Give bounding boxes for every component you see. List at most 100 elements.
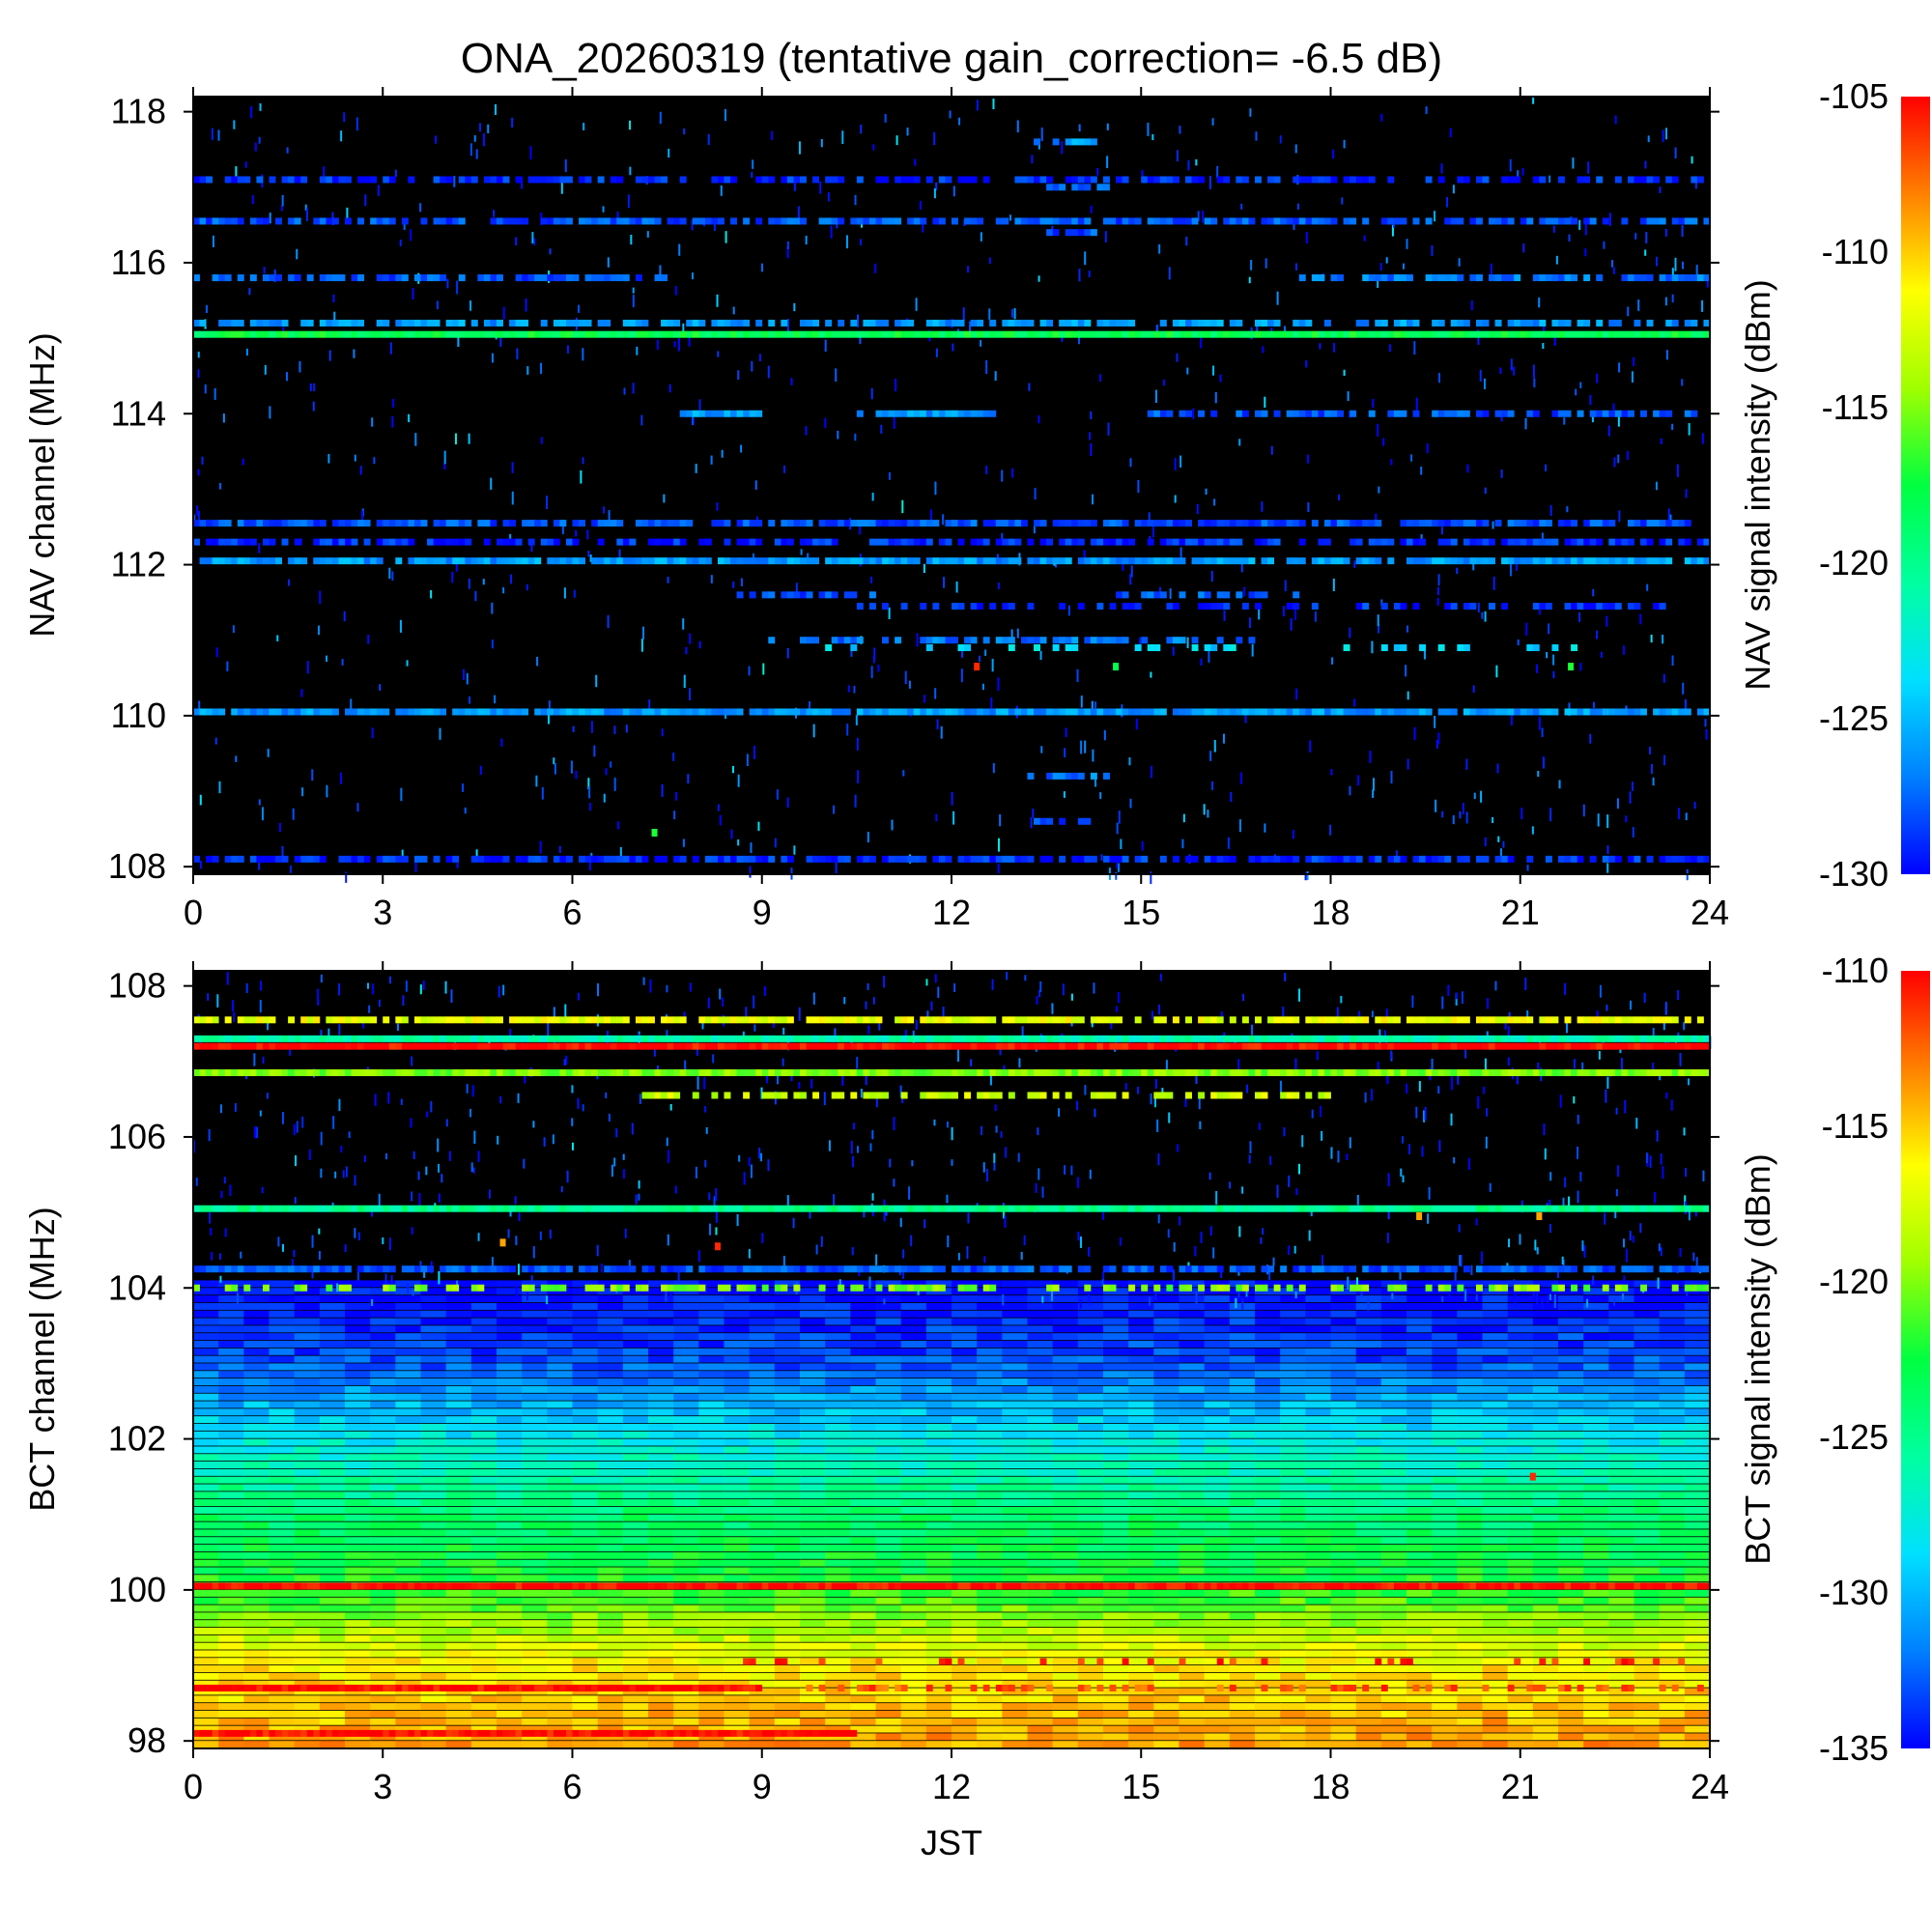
nav-band-cell [1608, 520, 1616, 527]
bct-noise-cell [1002, 1672, 1028, 1680]
bct-noise-cell [622, 1551, 649, 1559]
bct-noise-cell [774, 1688, 801, 1695]
nav-band-cell [1634, 708, 1641, 716]
nav-noise-speck [642, 626, 645, 639]
bct-noise-cell [925, 1650, 952, 1658]
nav-noise-speck [1031, 155, 1034, 164]
nav-band-cell [338, 538, 346, 546]
nav-band-cell [1463, 708, 1470, 716]
nav-noise-speck [1337, 494, 1340, 501]
nav-band-cell [1059, 603, 1066, 611]
bct-noise-cell [1305, 1733, 1331, 1741]
nav-noise-speck [288, 579, 291, 586]
bct-noise-cell [1659, 1567, 1686, 1575]
bct-noise-cell [673, 1703, 699, 1711]
nav-noise-speck [1212, 365, 1215, 376]
nav-band-cell [995, 637, 1003, 644]
bct-noise-cell [1280, 1642, 1306, 1650]
nav-band-cell [964, 708, 972, 716]
nav-band-cell [1362, 176, 1370, 184]
bct-noise-cell [1002, 1634, 1028, 1642]
nav-noise-speck [790, 378, 793, 385]
nav-band-cell [1337, 274, 1344, 282]
nav-band-cell [1444, 538, 1452, 546]
bct-noise-cell [850, 1551, 876, 1559]
nav-noise-speck [1458, 258, 1461, 267]
bct-noise-cell [648, 1529, 674, 1537]
nav-noise-speck [1120, 838, 1122, 849]
nav-noise-speck [1176, 150, 1179, 162]
bct-noise-cell [243, 1672, 270, 1680]
bct-noise-cell [1457, 1741, 1483, 1748]
bct-noise-cell [724, 1506, 751, 1514]
bct-noise-cell [319, 1521, 346, 1529]
nav-noise-speck [830, 225, 833, 239]
nav-band-cell [1368, 538, 1376, 546]
bct-noise-cell [774, 1710, 801, 1718]
nav-noise-speck [1377, 275, 1379, 289]
bct-noise-cell [1153, 1741, 1179, 1748]
nav-band-cell [269, 274, 276, 282]
bct-noise-cell [1659, 1559, 1686, 1567]
nav-band-cell [206, 520, 213, 527]
bct-noise-cell [1229, 1529, 1256, 1537]
nav-noise-speck [1154, 389, 1157, 404]
nav-band-cell [338, 319, 346, 327]
nav-band-cell [1671, 520, 1679, 527]
nav-band-cell [1077, 708, 1085, 716]
nav-band-cell [1191, 637, 1199, 644]
nav-band-cell [925, 644, 933, 652]
bct-noise-cell [1255, 1589, 1281, 1597]
nav-band-cell [1191, 319, 1199, 327]
nav-band-cell [1141, 176, 1149, 184]
nav-band-cell [1608, 410, 1616, 417]
nav-band-cell [1583, 330, 1591, 338]
nav-noise-speck [340, 772, 343, 784]
nav-band-cell [1159, 520, 1167, 527]
bct-noise-cell [218, 1672, 244, 1680]
nav-x-tick-label: 18 [1311, 893, 1350, 932]
nav-noise-speck [1122, 563, 1124, 571]
bct-noise-cell [648, 1733, 674, 1741]
nav-noise-speck [196, 505, 199, 516]
bct-noise-cell [925, 1529, 952, 1537]
nav-band-cell [1330, 855, 1338, 863]
nav-band-cell [1210, 217, 1218, 225]
bct-noise-cell [1558, 1718, 1584, 1725]
bct-noise-cell [952, 1627, 978, 1634]
nav-noise-speck [258, 543, 261, 554]
nav-band-cell [1293, 330, 1300, 338]
bct-noise-cell [1457, 1627, 1483, 1634]
bct-noise-cell [648, 1597, 674, 1605]
nav-band-cell [458, 176, 466, 184]
bct-noise-cell [445, 1589, 472, 1597]
nav-noise-speck [1130, 565, 1133, 578]
nav-band-cell [1355, 319, 1363, 327]
nav-band-cell [534, 557, 542, 565]
bct-noise-cell [1280, 1559, 1306, 1567]
bct-noise-cell [1255, 1688, 1281, 1695]
bct-noise-cell [218, 1620, 244, 1628]
bct-noise-cell [1380, 1529, 1407, 1537]
nav-noise-speck [985, 359, 988, 374]
bct-noise-cell [218, 1695, 244, 1703]
nav-band-cell [616, 855, 624, 863]
nav-band-cell [1368, 708, 1376, 716]
nav-band-cell [326, 319, 333, 327]
bct-noise-cell [1380, 1521, 1407, 1529]
bct-noise-cell [1103, 1589, 1129, 1597]
bct-noise-cell [925, 1537, 952, 1545]
nav-band-cell [704, 330, 712, 338]
nav-noise-speck [1010, 308, 1013, 318]
nav-noise-speck [880, 424, 883, 434]
nav-band-cell [932, 603, 940, 611]
nav-band-cell [749, 538, 756, 546]
nav-band-cell [761, 176, 769, 184]
nav-band-cell [654, 855, 662, 863]
nav-band-cell [786, 538, 794, 546]
bct-noise-cell [1583, 1634, 1609, 1642]
nav-spot [974, 663, 980, 671]
bct-noise-cell [1432, 1537, 1458, 1545]
nav-band-cell [527, 274, 535, 282]
nav-band-cell [1437, 855, 1445, 863]
